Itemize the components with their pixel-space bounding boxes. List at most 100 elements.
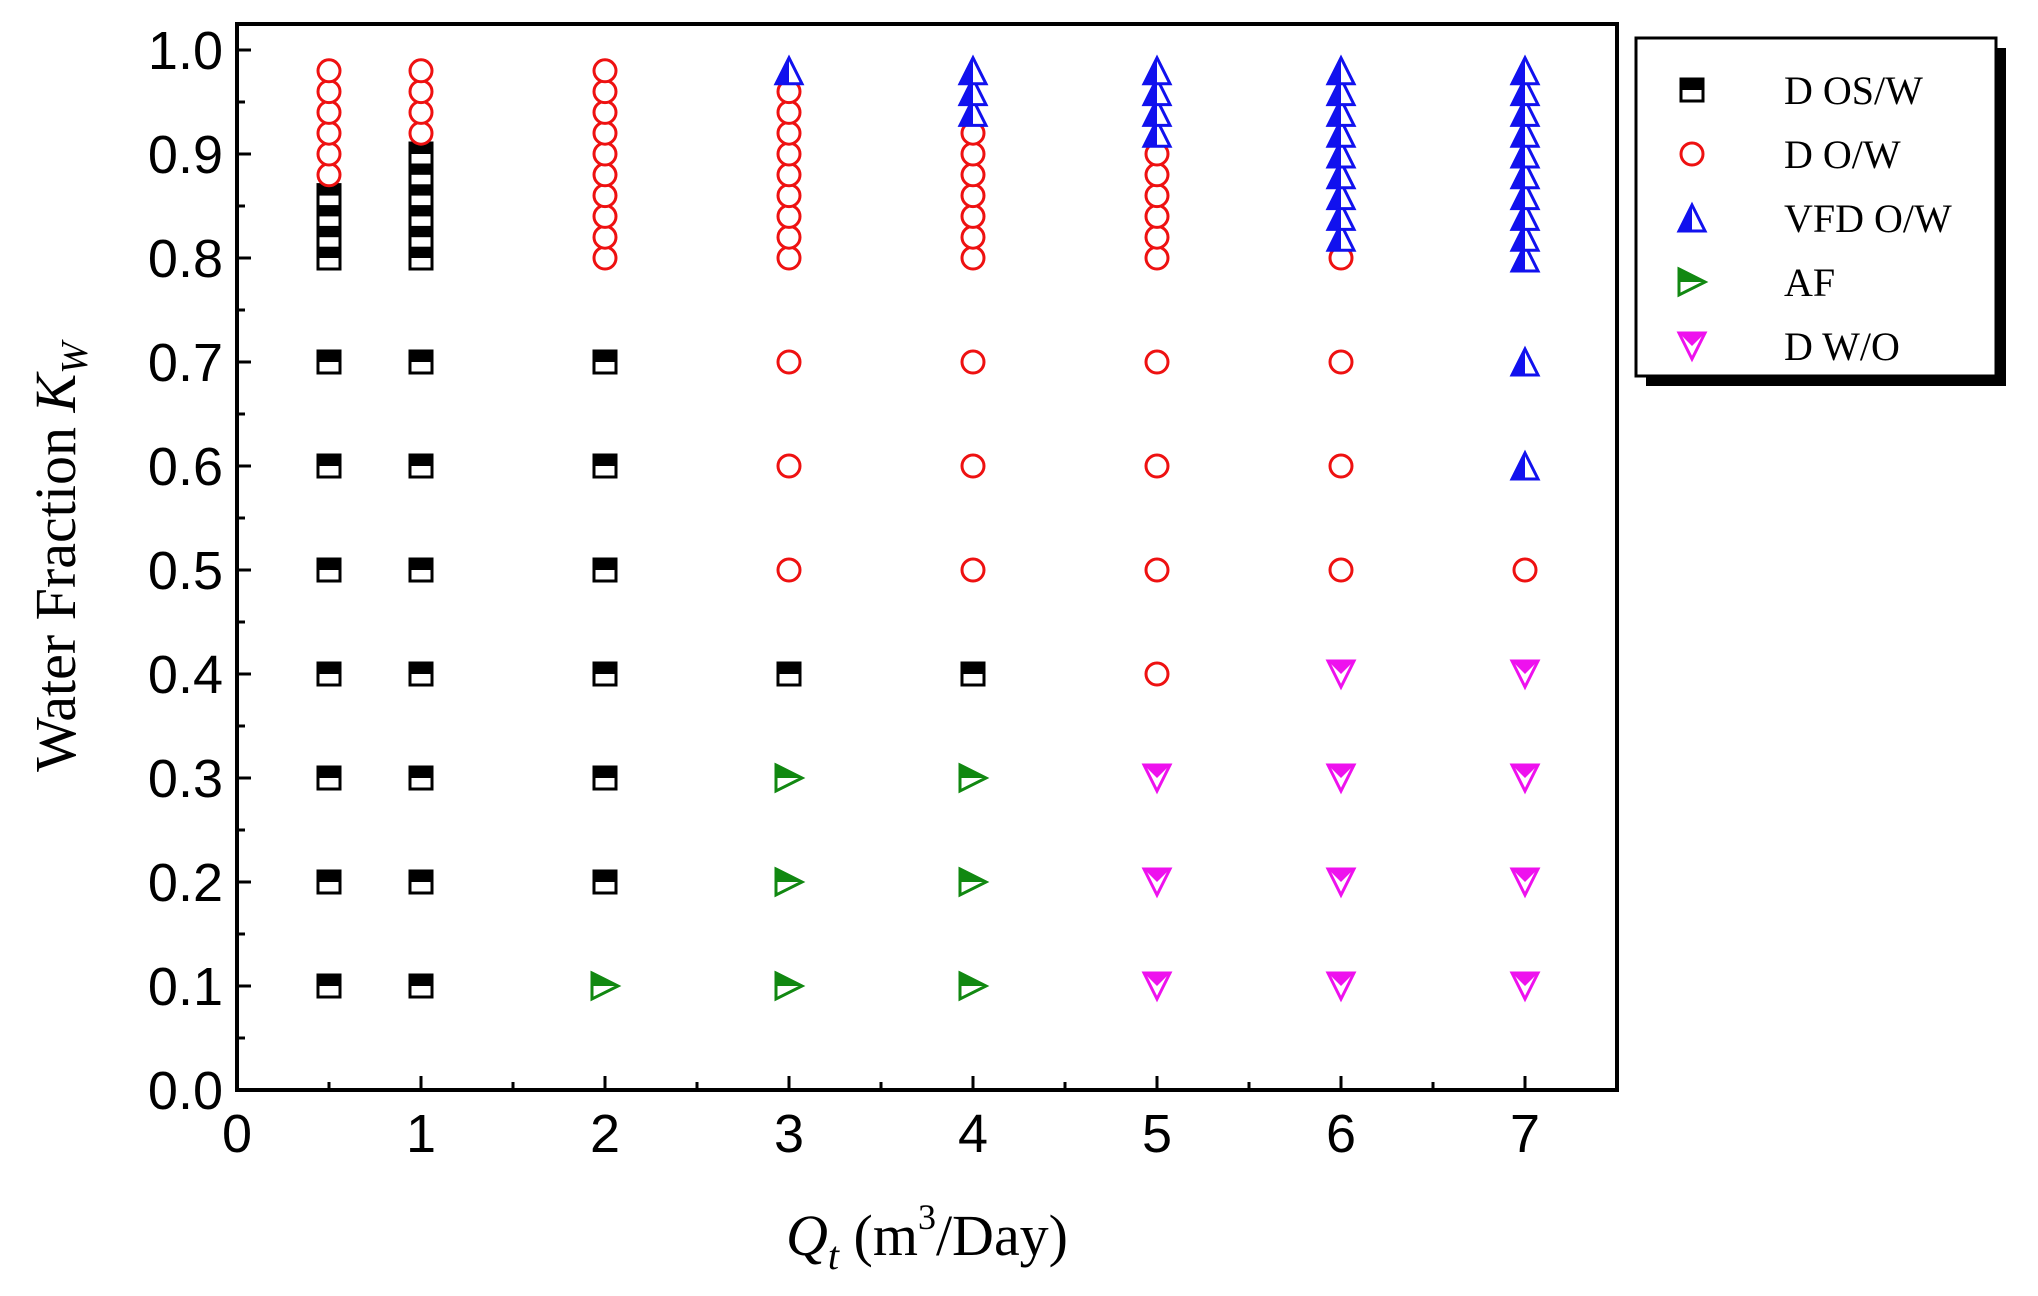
data-point-d-os-w: [316, 245, 342, 271]
data-point-d-o-w: [408, 58, 434, 84]
x-tick-label: 2: [590, 1104, 620, 1164]
data-point-d-os-w: [408, 224, 434, 250]
data-point-d-o-w: [592, 162, 618, 188]
legend-label: AF: [1784, 260, 1835, 305]
data-point-d-o-w: [776, 183, 802, 209]
data-point-d-o-w: [776, 557, 802, 583]
data-point-d-os-w: [316, 661, 342, 687]
data-point-d-o-w: [1144, 183, 1170, 209]
data-point-d-o-w: [316, 162, 342, 188]
data-point-d-o-w: [408, 79, 434, 105]
data-point-d-o-w: [592, 245, 618, 271]
data-point-d-os-w: [592, 453, 618, 479]
data-point-d-os-w: [408, 162, 434, 188]
data-point-d-o-w: [1328, 453, 1354, 479]
legend-marker-d-o-w: [1679, 141, 1705, 167]
data-point-d-o-w: [1328, 349, 1354, 375]
data-point-d-os-w: [592, 661, 618, 687]
data-point-d-w-o: [1141, 867, 1173, 899]
data-point-d-os-w: [316, 183, 342, 209]
legend-label: D W/O: [1784, 324, 1900, 369]
data-point-d-o-w: [960, 224, 986, 250]
x-axis-label: Qt (m3/Day): [786, 1197, 1068, 1278]
data-point-d-os-w: [316, 203, 342, 229]
data-point-d-os-w: [592, 557, 618, 583]
data-point-d-w-o: [1325, 867, 1357, 899]
data-point-d-o-w: [592, 79, 618, 105]
data-point-d-w-o: [1509, 659, 1541, 691]
legend-item-d-w-o: D W/O: [1676, 324, 1900, 369]
data-point-d-os-w: [776, 661, 802, 687]
legend: D OS/W D O/W VFD O/W AF D W/O: [1634, 36, 2006, 386]
data-point-d-os-w: [408, 203, 434, 229]
data-point-d-o-w: [960, 162, 986, 188]
data-point-d-o-w: [776, 99, 802, 125]
legend-item-af: AF: [1677, 260, 1835, 305]
data-point-d-o-w: [316, 99, 342, 125]
data-point-d-o-w: [316, 79, 342, 105]
data-point-d-o-w: [1144, 453, 1170, 479]
series-d-os-w: [316, 141, 986, 999]
data-point-d-w-o: [1325, 659, 1357, 691]
legend-item-vfd-o-w: VFD O/W: [1676, 196, 1952, 241]
data-point-d-os-w: [316, 557, 342, 583]
y-axis-label: Water Fraction KW: [23, 339, 96, 772]
data-point-d-o-w: [1144, 224, 1170, 250]
data-point-d-o-w: [960, 349, 986, 375]
data-point-d-w-o: [1141, 763, 1173, 795]
y-tick-label: 0.5: [148, 541, 223, 601]
data-point-d-os-w: [316, 453, 342, 479]
data-point-d-o-w: [776, 120, 802, 146]
data-point-d-o-w: [1328, 557, 1354, 583]
data-point-d-o-w: [960, 203, 986, 229]
data-point-d-os-w: [408, 245, 434, 271]
data-point-af: [958, 762, 990, 794]
data-point-d-os-w: [316, 349, 342, 375]
data-point-d-o-w: [776, 162, 802, 188]
data-point-d-w-o: [1509, 867, 1541, 899]
data-point-d-o-w: [316, 58, 342, 84]
legend-label: D O/W: [1784, 132, 1901, 177]
data-point-d-os-w: [408, 349, 434, 375]
y-tick-label: 0.7: [148, 333, 223, 393]
data-point-d-o-w: [1144, 661, 1170, 687]
data-point-d-o-w: [960, 183, 986, 209]
data-point-d-o-w: [408, 120, 434, 146]
data-point-d-w-o: [1141, 971, 1173, 1003]
y-tick-label: 0.1: [148, 957, 223, 1017]
series-af: [590, 762, 990, 1002]
legend-label: D OS/W: [1784, 68, 1923, 113]
x-tick-label: 5: [1142, 1104, 1172, 1164]
data-point-vfd-o-w: [1325, 54, 1357, 86]
data-point-d-o-w: [776, 141, 802, 167]
data-point-af: [774, 762, 806, 794]
data-point-d-os-w: [592, 349, 618, 375]
data-point-d-w-o: [1325, 763, 1357, 795]
data-point-d-w-o: [1509, 763, 1541, 795]
legend-item-d-os-w: D OS/W: [1679, 68, 1923, 113]
data-point-d-os-w: [592, 869, 618, 895]
data-point-vfd-o-w: [1509, 345, 1541, 377]
data-point-d-o-w: [408, 99, 434, 125]
data-point-d-os-w: [408, 141, 434, 167]
y-tick-label: 0.9: [148, 125, 223, 185]
legend-item-d-o-w: D O/W: [1679, 132, 1901, 177]
x-tick-label: 0: [222, 1104, 252, 1164]
x-tick-label: 1: [406, 1104, 436, 1164]
plot-area-frame: [235, 22, 1619, 1092]
data-point-d-o-w: [1144, 203, 1170, 229]
data-point-d-os-w: [408, 453, 434, 479]
y-tick-label: 0.8: [148, 229, 223, 289]
data-point-d-o-w: [776, 245, 802, 271]
data-point-d-o-w: [960, 141, 986, 167]
data-point-d-os-w: [408, 765, 434, 791]
y-tick-label: 0.0: [148, 1061, 223, 1121]
data-point-d-os-w: [592, 765, 618, 791]
data-point-d-os-w: [408, 973, 434, 999]
data-point-d-o-w: [1144, 349, 1170, 375]
data-point-d-o-w: [592, 141, 618, 167]
data-point-d-os-w: [408, 661, 434, 687]
data-point-d-o-w: [776, 203, 802, 229]
data-point-d-o-w: [316, 141, 342, 167]
y-tick-label: 0.6: [148, 437, 223, 497]
